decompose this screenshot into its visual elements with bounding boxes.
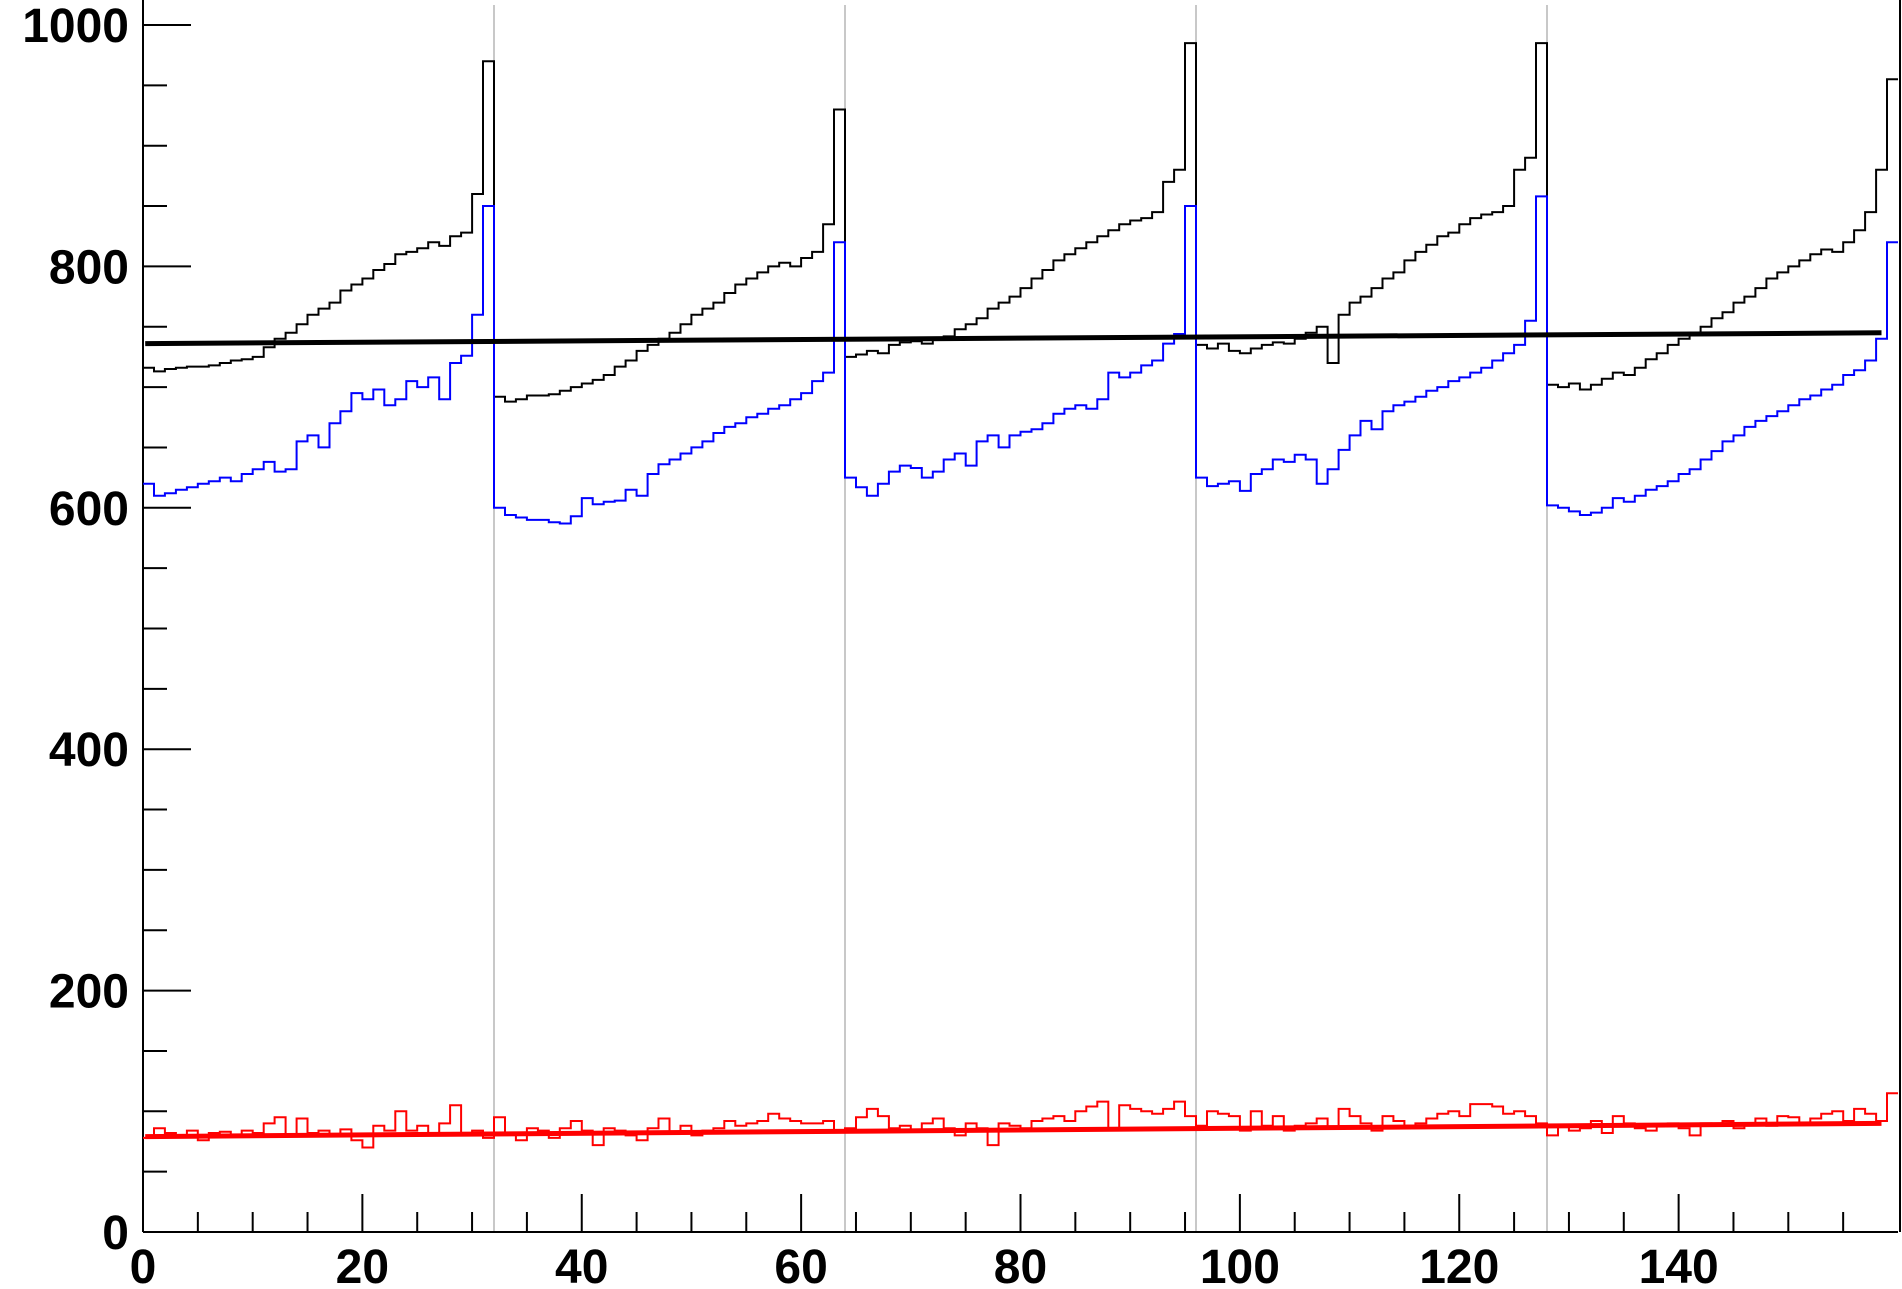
x-tick-label-0: 0 [130,1241,157,1289]
axes [142,0,1901,1233]
x-tick-label-60: 60 [774,1241,827,1289]
y-tick-label-1000: 1000 [22,0,129,53]
y-tick-label-0: 0 [102,1207,129,1260]
y-tick-label-600: 600 [49,483,129,536]
x-tick-label-40: 40 [555,1241,608,1289]
fit-line-3 [145,330,1882,347]
grid-lines [493,5,1548,1232]
step-series-2 [143,1092,1898,1149]
step-series-1 [143,195,1898,525]
x-tick-label-120: 120 [1419,1241,1499,1289]
fit-line-4 [145,1120,1882,1140]
x-tick-label-100: 100 [1200,1241,1280,1289]
y-tick-label-800: 800 [49,241,129,294]
tick-labels: 0 200 400 600 800 1000 0 20 40 60 80 100 120 140 [22,0,1718,1289]
x-tick-label-80: 80 [994,1241,1047,1289]
series [143,42,1898,1149]
x-tick-label-140: 140 [1639,1241,1719,1289]
step-series-0 [143,42,1898,403]
y-tick-label-200: 200 [49,966,129,1019]
x-tick-label-20: 20 [336,1241,389,1289]
y-tick-label-400: 400 [49,724,129,777]
